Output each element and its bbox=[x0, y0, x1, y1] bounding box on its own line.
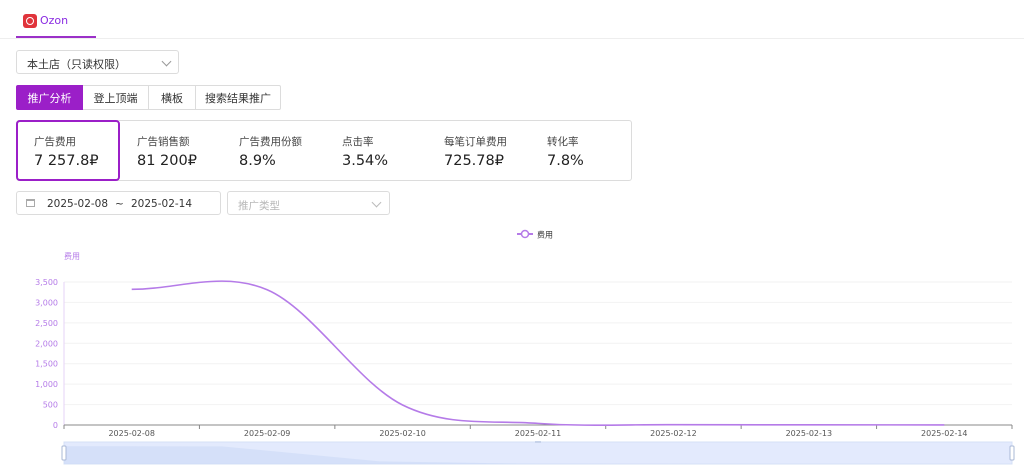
datazoom-shadow bbox=[64, 446, 1012, 464]
x-tick-label: 2025-02-14 bbox=[921, 429, 968, 438]
date-start: 2025-02-08 bbox=[47, 198, 109, 210]
promotion-tabs: 推广分析 登上顶端 横板 搜索结果推广 bbox=[16, 85, 281, 110]
metric-label: 广告费用份额 bbox=[239, 136, 302, 148]
metric-cost-per-order[interactable]: 每笔订单费用 725.78₽ bbox=[427, 121, 529, 180]
tab-label: 搜索结果推广 bbox=[205, 91, 271, 105]
y-tick-label: 1,000 bbox=[35, 380, 58, 389]
datazoom-handle-right[interactable] bbox=[1009, 445, 1015, 461]
y-tick-label: 0 bbox=[53, 421, 58, 430]
metric-value: 8.9% bbox=[239, 153, 276, 169]
active-tab-indicator bbox=[16, 36, 96, 38]
metric-label: 转化率 bbox=[547, 136, 579, 148]
date-separator: ~ bbox=[115, 198, 124, 210]
x-tick-label: 2025-02-12 bbox=[650, 429, 697, 438]
tab-label: 横板 bbox=[161, 91, 183, 105]
ozon-logo-icon bbox=[23, 14, 37, 28]
y-tick-label: 3,000 bbox=[35, 298, 58, 307]
metric-value: 3.54% bbox=[342, 153, 389, 169]
store-select[interactable]: 本土店（只读权限） bbox=[16, 50, 179, 74]
promotion-type-placeholder: 推广类型 bbox=[238, 200, 280, 212]
tab-label: 推广分析 bbox=[27, 91, 72, 105]
y-axis-title: 费用 bbox=[64, 251, 80, 261]
tab-promotion-analysis[interactable]: 推广分析 bbox=[16, 85, 83, 110]
metric-value: 7 257.8₽ bbox=[34, 153, 99, 169]
y-tick-label: 2,500 bbox=[35, 319, 58, 328]
tab-ozon-label: Ozon bbox=[40, 14, 69, 27]
metric-label: 广告销售额 bbox=[137, 136, 190, 148]
datazoom-move-handle bbox=[535, 441, 541, 443]
legend-label: 费用 bbox=[537, 230, 553, 240]
metric-ad-cost-share[interactable]: 广告费用份额 8.9% bbox=[222, 121, 324, 180]
metric-value: 725.78₽ bbox=[444, 153, 504, 169]
tab-label: 登上顶端 bbox=[93, 91, 138, 105]
calendar-icon bbox=[26, 199, 35, 207]
datazoom-handle-left[interactable] bbox=[61, 445, 67, 461]
date-end: 2025-02-14 bbox=[131, 198, 193, 210]
y-tick-label: 3,500 bbox=[35, 278, 58, 287]
x-tick-label: 2025-02-13 bbox=[786, 429, 833, 438]
tab-ozon[interactable]: Ozon bbox=[16, 0, 96, 38]
chevron-down-icon bbox=[161, 56, 172, 67]
tab-banner[interactable]: 横板 bbox=[149, 85, 196, 110]
metric-value: 81 200₽ bbox=[137, 153, 197, 169]
series-line-cost bbox=[131, 280, 945, 426]
x-tick-label: 2025-02-09 bbox=[244, 429, 291, 438]
x-tick-label: 2025-02-11 bbox=[515, 429, 562, 438]
metric-conversion-rate[interactable]: 转化率 7.8% bbox=[530, 121, 632, 180]
promotion-type-select[interactable]: 推广类型 bbox=[227, 191, 390, 215]
metric-ad-cost[interactable]: 广告费用 7 257.8₽ bbox=[16, 120, 120, 181]
y-tick-label: 1,500 bbox=[35, 360, 58, 369]
x-tick-label: 2025-02-08 bbox=[108, 429, 155, 438]
tab-top-placement[interactable]: 登上顶端 bbox=[83, 85, 149, 110]
y-tick-label: 2,000 bbox=[35, 339, 58, 348]
metrics-card: 广告费用 7 257.8₽ 广告销售额 81 200₽ 广告费用份额 8.9% … bbox=[16, 120, 632, 181]
x-tick-label: 2025-02-10 bbox=[379, 429, 426, 438]
metric-label: 每笔订单费用 bbox=[444, 136, 507, 148]
metric-label: 广告费用 bbox=[34, 136, 76, 148]
cost-line-chart: 费用费用05001,0001,5002,0002,5003,0003,50020… bbox=[35, 229, 1015, 465]
datazoom-selection bbox=[64, 442, 1012, 464]
store-select-value: 本土店（只读权限） bbox=[27, 58, 126, 71]
legend-marker bbox=[520, 229, 530, 239]
metric-value: 7.8% bbox=[547, 153, 584, 169]
y-tick-label: 500 bbox=[43, 401, 58, 410]
metric-label: 点击率 bbox=[342, 136, 374, 148]
chevron-down-icon bbox=[371, 197, 382, 208]
tab-bar-divider bbox=[0, 38, 1024, 39]
date-range-picker[interactable]: 2025-02-08 ~ 2025-02-14 bbox=[16, 191, 221, 215]
tab-search-promotion[interactable]: 搜索结果推广 bbox=[196, 85, 281, 110]
metric-ctr[interactable]: 点击率 3.54% bbox=[325, 121, 427, 180]
metric-ad-sales[interactable]: 广告销售额 81 200₽ bbox=[120, 121, 222, 180]
